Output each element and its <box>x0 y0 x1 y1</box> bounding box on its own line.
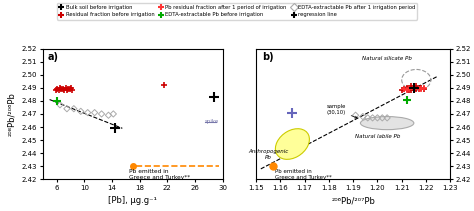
Point <box>56 103 64 107</box>
Ellipse shape <box>360 116 414 130</box>
Point <box>374 116 381 120</box>
Point <box>359 115 367 118</box>
Point <box>77 110 84 113</box>
X-axis label: [Pb], μg.g⁻¹: [Pb], μg.g⁻¹ <box>108 196 157 206</box>
Text: Natural silicate Pb: Natural silicate Pb <box>362 56 412 61</box>
Point <box>84 111 91 114</box>
Point <box>352 114 359 117</box>
Text: Natural labile Pb: Natural labile Pb <box>355 134 400 139</box>
X-axis label: ²⁰⁶Pb/²⁰⁷Pb: ²⁰⁶Pb/²⁰⁷Pb <box>331 196 375 206</box>
Text: Pb emitted in
Greece and Turkey**: Pb emitted in Greece and Turkey** <box>129 169 191 180</box>
Point <box>70 107 78 110</box>
Point <box>383 116 391 120</box>
Ellipse shape <box>275 129 310 159</box>
Point <box>91 111 99 114</box>
Text: b): b) <box>262 53 273 62</box>
Y-axis label: ²⁰⁸Pb/²⁰⁶Pb: ²⁰⁸Pb/²⁰⁶Pb <box>7 92 16 136</box>
Point <box>378 116 386 120</box>
Point <box>364 116 372 120</box>
Text: a): a) <box>48 53 59 62</box>
Point <box>63 107 71 110</box>
Text: Anthropogenic
Pb: Anthropogenic Pb <box>248 149 288 160</box>
Point <box>109 112 117 116</box>
Text: Pb emitted in
Greece and Turkey**: Pb emitted in Greece and Turkey** <box>275 169 332 180</box>
Legend: Bulk soil before irrigation, Residual fraction before irrigation, Pb residual fr: Bulk soil before irrigation, Residual fr… <box>56 3 418 19</box>
Point <box>98 112 105 116</box>
Text: sample
(30,10): sample (30,10) <box>327 104 357 118</box>
Point <box>105 114 112 117</box>
Text: spike: spike <box>205 119 219 124</box>
Point <box>369 116 376 120</box>
